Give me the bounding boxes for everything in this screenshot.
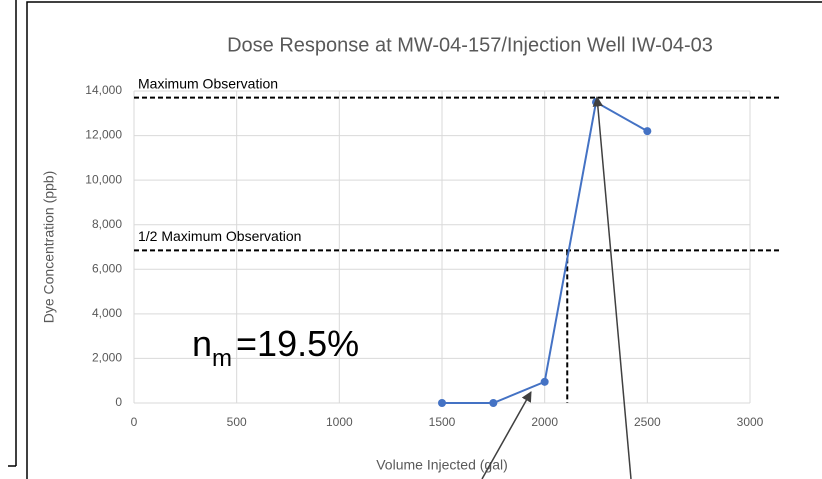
plot: Maximum Observation 1/2 Maximum Observati…: [134, 75, 780, 407]
y-tick-label: 2,000: [92, 351, 122, 365]
reference-label: Maximum Observation: [138, 75, 278, 91]
annotation-subscript: m: [212, 345, 232, 372]
data-point: [592, 98, 600, 107]
y-axis-label: Dye Concentration (ppb): [41, 171, 57, 324]
chart-title: Dose Response at MW-04-157/Injection Wel…: [227, 34, 713, 56]
chart-frame: [26, 1, 822, 479]
x-tick-label: 500: [227, 415, 247, 429]
reference-label: 1/2 Maximum Observation: [138, 228, 301, 244]
data-point: [643, 127, 652, 136]
y-tick-label: 14,000: [85, 83, 122, 97]
x-tick-label: 2000: [531, 415, 558, 429]
y-tick-label: 12,000: [85, 128, 122, 142]
grid: 0 2,000 4,000 6,000 8,000 10,000 12,000 14,000 0…: [85, 83, 763, 429]
y-tick-label: 0: [115, 395, 122, 409]
x-tick-label: 2500: [634, 415, 661, 429]
annotation: nm =19.5%: [192, 323, 359, 373]
y-tick-label: 8,000: [92, 217, 122, 231]
arrow: [592, 95, 632, 479]
y-tick-label: 4,000: [92, 306, 122, 320]
x-tick-label: 0: [131, 415, 138, 429]
y-tick-label: 10,000: [85, 172, 122, 186]
data-point: [489, 399, 498, 407]
x-tick-label: 1500: [429, 415, 456, 429]
x-axis-label: Volume Injected (gal): [376, 457, 508, 473]
arrow: [481, 391, 532, 479]
data-point: [540, 377, 549, 386]
annotation-text: =19.5%: [236, 323, 359, 364]
x-tick-label: 3000: [737, 415, 764, 429]
data-point: [438, 399, 446, 407]
x-tick-label: 1000: [326, 415, 353, 429]
y-tick-label: 6,000: [92, 261, 122, 275]
annotation-symbol: n: [192, 323, 212, 364]
